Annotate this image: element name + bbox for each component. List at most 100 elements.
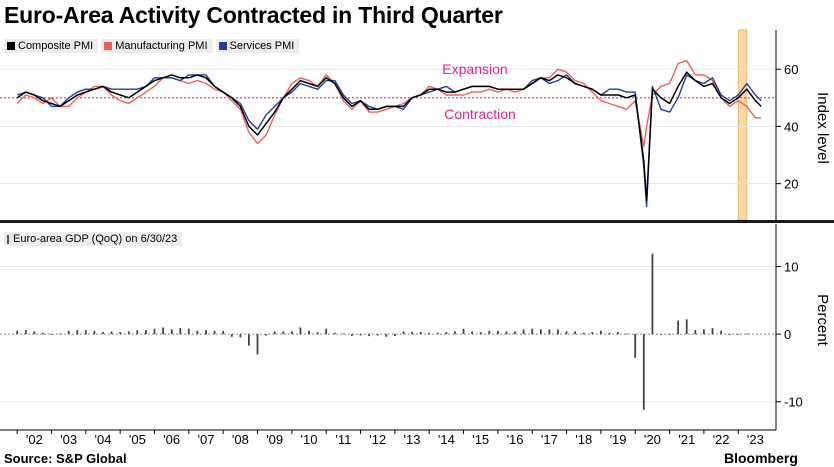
gdp-bar — [428, 332, 431, 335]
highlight-band — [737, 29, 748, 221]
gdp-bar — [574, 331, 576, 335]
annotation-expansion: Expansion — [442, 61, 507, 77]
gdp-bar — [127, 331, 130, 335]
gdp-bar — [325, 328, 328, 335]
gdp-bar — [454, 331, 456, 335]
gdp-bar — [539, 329, 542, 335]
gdp-bar — [711, 328, 714, 335]
gdp-bar — [462, 328, 465, 335]
gdp-bar — [419, 332, 422, 335]
gdp-bar — [565, 331, 568, 335]
gdp-bar — [376, 334, 379, 336]
gdp-bar — [531, 328, 534, 335]
x-tick-label: '21 — [678, 432, 695, 447]
legend-item-composite: Composite PMI — [4, 39, 99, 53]
gdp-bar — [333, 332, 336, 335]
legend-label-services: Services PMI — [229, 40, 295, 52]
gdp-bar — [67, 330, 70, 335]
gdp-bar — [110, 331, 113, 335]
top-ytick-label: 60 — [784, 62, 798, 77]
gdp-bar — [660, 334, 662, 335]
annotation-contraction: Contraction — [444, 106, 516, 122]
top-axis-title: Index level — [814, 92, 831, 164]
gdp-bar — [368, 334, 370, 337]
gdp-bar — [16, 330, 19, 335]
gdp-bar — [488, 330, 491, 335]
gdp-bar — [273, 331, 276, 335]
gdp-bar — [505, 331, 508, 335]
series-line-composite — [16, 71, 762, 202]
gdp-legend: Euro-area GDP (QoQ) on 6/30/23 — [4, 232, 183, 246]
gdp-bar — [617, 332, 619, 335]
bottom-ytick-label: 10 — [784, 260, 798, 275]
x-tick-label: '12 — [369, 432, 386, 447]
gdp-bar — [359, 334, 362, 336]
gdp-bar — [668, 334, 671, 335]
legend-swatch-services — [218, 42, 227, 50]
gdp-bar — [745, 333, 748, 335]
gdp-bar — [394, 334, 396, 337]
gdp-bar — [703, 329, 705, 335]
gdp-bar — [162, 327, 164, 335]
gdp-bar — [582, 332, 585, 335]
gdp-bar — [170, 329, 173, 335]
gdp-bar — [179, 328, 182, 335]
x-tick-label: '03 — [60, 432, 77, 447]
bottom-axis-title: Percent — [814, 294, 831, 347]
gdp-bar — [591, 332, 594, 335]
x-tick-label: '05 — [129, 432, 146, 447]
gdp-bar — [514, 331, 516, 335]
x-tick-label: '11 — [335, 432, 351, 447]
gdp-bar — [600, 330, 602, 335]
gdp-bar — [33, 331, 36, 335]
gdp-bar — [479, 332, 482, 335]
gdp-bar — [548, 329, 551, 335]
legend-swatch-gdp — [7, 234, 9, 244]
gdp-bar — [557, 329, 559, 335]
gdp-bar — [256, 334, 259, 355]
x-tick-label: '09 — [266, 432, 283, 447]
gdp-bar — [213, 330, 216, 335]
bottom-ytick-label: 0 — [784, 327, 791, 342]
gdp-bar — [685, 319, 688, 335]
x-tick-label: '15 — [472, 432, 489, 447]
x-tick-label: '22 — [713, 432, 730, 447]
x-tick-label: '06 — [163, 432, 180, 447]
x-tick-label: '04 — [95, 432, 112, 447]
gdp-bar — [93, 330, 96, 335]
gdp-bar — [102, 332, 104, 335]
gdp-bar — [445, 332, 448, 335]
x-tick-label: '17 — [541, 432, 558, 447]
chart-title: Euro-Area Activity Contracted in Third Q… — [4, 2, 503, 28]
bottom-ytick-label: -10 — [784, 395, 803, 410]
gdp-bar — [153, 328, 156, 335]
x-tick-label: '18 — [575, 432, 592, 447]
gdp-bar — [282, 331, 285, 335]
gdp-bar — [84, 330, 87, 335]
gdp-bar — [24, 330, 27, 335]
legend-swatch-manufacturing — [104, 42, 113, 50]
brand-logo: Bloomberg — [724, 450, 798, 466]
gdp-bar — [694, 330, 697, 335]
gdp-bar — [50, 334, 53, 335]
gdp-bar — [608, 332, 611, 335]
gdp-bar — [342, 333, 345, 335]
gdp-bar — [411, 332, 413, 335]
gdp-bar — [196, 330, 199, 335]
gdp-bar — [651, 253, 654, 335]
gdp-bar — [402, 331, 405, 335]
gdp-bar — [76, 330, 79, 335]
top-ytick-label: 20 — [784, 177, 798, 192]
gdp-bar — [42, 332, 44, 335]
gdp-bar — [728, 334, 731, 335]
gdp-bar — [642, 334, 645, 410]
gdp-bar — [299, 327, 302, 335]
x-tick-label: '16 — [507, 432, 524, 447]
gdp-bar — [436, 332, 439, 335]
x-tick-label: '14 — [438, 432, 455, 447]
legend-label-composite: Composite PMI — [18, 40, 94, 52]
x-tick-label: '23 — [747, 432, 764, 447]
gdp-bar — [677, 320, 679, 335]
legend-item-manufacturing: Manufacturing PMI — [101, 39, 213, 53]
